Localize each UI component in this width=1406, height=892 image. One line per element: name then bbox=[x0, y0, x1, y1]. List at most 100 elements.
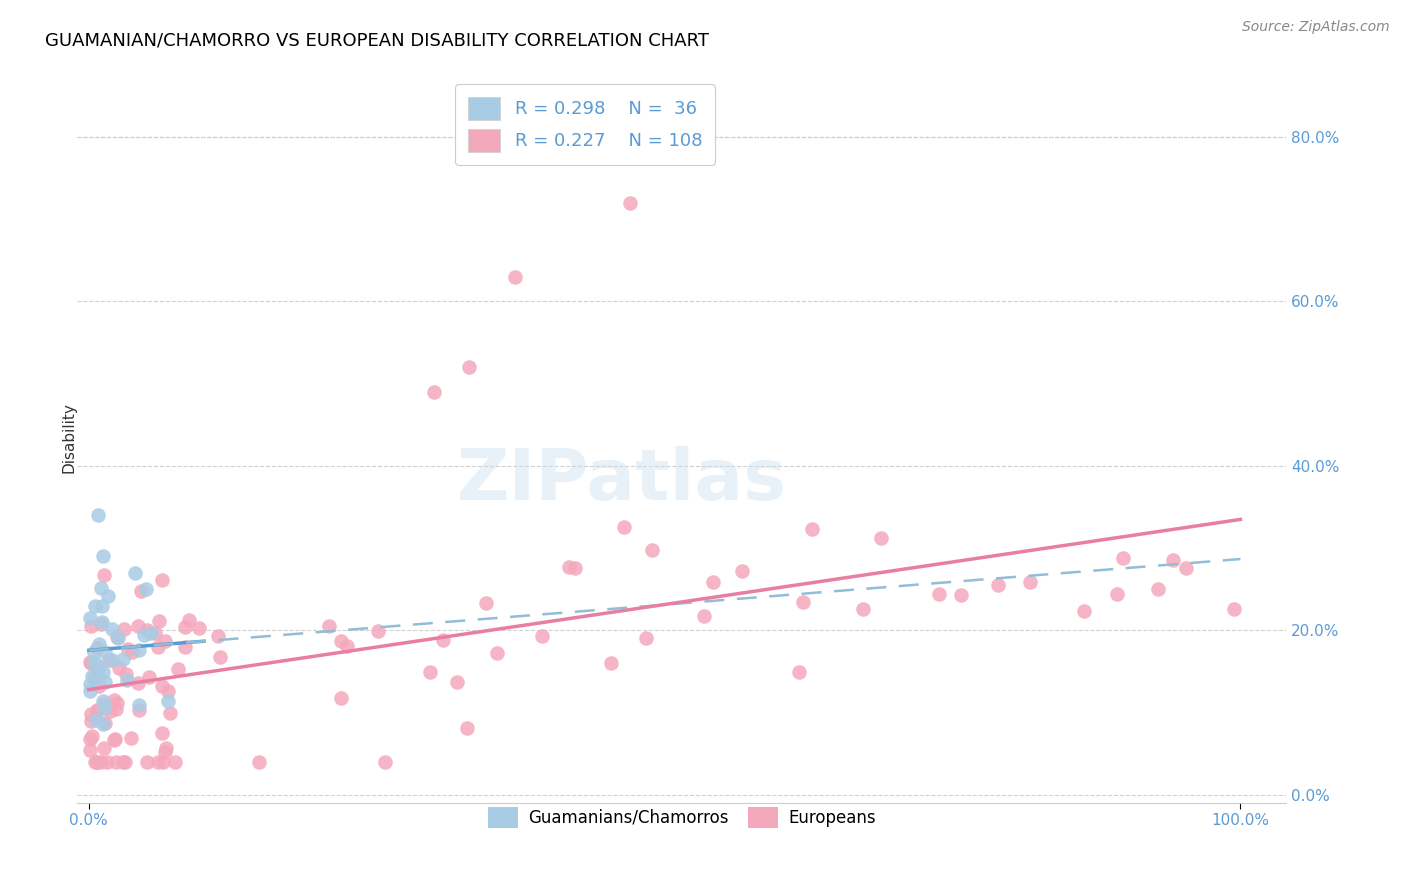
Point bbox=[90, 617, 112, 632]
Point bbox=[94, 675, 117, 690]
Point bbox=[91, 599, 114, 613]
Point bbox=[423, 384, 446, 399]
Point bbox=[80, 669, 103, 683]
Point bbox=[105, 697, 128, 711]
Point bbox=[374, 755, 396, 769]
Point bbox=[150, 573, 173, 587]
Point bbox=[163, 755, 186, 769]
Point bbox=[86, 755, 108, 769]
Point bbox=[84, 671, 107, 685]
Point bbox=[107, 632, 129, 646]
Point bbox=[801, 522, 824, 536]
Point bbox=[111, 651, 134, 665]
Point bbox=[82, 729, 104, 743]
Point bbox=[1107, 587, 1129, 601]
Point bbox=[150, 679, 173, 693]
Point bbox=[80, 657, 103, 671]
Point bbox=[138, 670, 160, 684]
Point bbox=[134, 627, 156, 641]
Point bbox=[124, 566, 146, 580]
Point bbox=[79, 714, 101, 729]
Point bbox=[98, 704, 121, 718]
Point bbox=[693, 608, 716, 623]
Point bbox=[730, 564, 752, 578]
Point bbox=[1018, 575, 1040, 590]
Point bbox=[128, 698, 150, 713]
Text: Source: ZipAtlas.com: Source: ZipAtlas.com bbox=[1241, 20, 1389, 34]
Point bbox=[558, 559, 581, 574]
Point bbox=[503, 269, 526, 284]
Point bbox=[117, 641, 139, 656]
Point bbox=[83, 655, 105, 669]
Point bbox=[128, 643, 150, 657]
Point bbox=[247, 755, 270, 769]
Point bbox=[330, 633, 353, 648]
Point bbox=[115, 673, 138, 688]
Point bbox=[90, 615, 112, 630]
Point bbox=[86, 641, 108, 656]
Point bbox=[94, 645, 117, 659]
Point bbox=[91, 693, 114, 707]
Point bbox=[87, 659, 110, 673]
Point bbox=[105, 701, 128, 715]
Point bbox=[128, 703, 150, 717]
Point bbox=[93, 700, 115, 714]
Point bbox=[1222, 601, 1244, 615]
Point bbox=[90, 755, 112, 769]
Point bbox=[634, 631, 657, 645]
Point bbox=[111, 755, 134, 769]
Point bbox=[207, 629, 229, 643]
Point bbox=[121, 645, 143, 659]
Point bbox=[475, 595, 498, 609]
Point bbox=[79, 684, 101, 698]
Point bbox=[129, 583, 152, 598]
Point bbox=[91, 549, 114, 564]
Point bbox=[87, 508, 110, 523]
Point bbox=[104, 755, 127, 769]
Point bbox=[188, 621, 211, 635]
Point bbox=[148, 640, 170, 654]
Point bbox=[84, 755, 107, 769]
Point bbox=[79, 677, 101, 691]
Point bbox=[107, 661, 129, 675]
Point bbox=[103, 693, 125, 707]
Point bbox=[127, 676, 149, 690]
Point bbox=[79, 731, 101, 746]
Point bbox=[114, 667, 136, 681]
Point bbox=[96, 755, 118, 769]
Point bbox=[156, 694, 179, 708]
Point bbox=[852, 602, 875, 616]
Point bbox=[103, 732, 125, 747]
Point bbox=[135, 582, 157, 596]
Point bbox=[87, 679, 110, 693]
Point bbox=[869, 531, 891, 545]
Point bbox=[91, 665, 114, 679]
Point bbox=[107, 630, 129, 644]
Point bbox=[987, 578, 1010, 592]
Point bbox=[84, 599, 107, 614]
Point bbox=[702, 574, 724, 589]
Point bbox=[79, 611, 101, 625]
Point bbox=[950, 588, 973, 602]
Point bbox=[83, 645, 105, 659]
Point bbox=[485, 646, 508, 660]
Point bbox=[87, 637, 110, 651]
Point bbox=[640, 543, 662, 558]
Point bbox=[792, 595, 814, 609]
Point bbox=[120, 731, 142, 745]
Point bbox=[600, 656, 623, 670]
Point bbox=[152, 755, 174, 769]
Point bbox=[336, 640, 359, 654]
Point bbox=[1161, 552, 1184, 566]
Point bbox=[98, 653, 121, 667]
Point bbox=[93, 740, 115, 755]
Point bbox=[153, 745, 176, 759]
Point bbox=[80, 619, 103, 633]
Legend: Guamanians/Chamorros, Europeans: Guamanians/Chamorros, Europeans bbox=[481, 800, 883, 835]
Point bbox=[83, 670, 105, 684]
Point bbox=[179, 613, 201, 627]
Point bbox=[84, 714, 107, 728]
Point bbox=[564, 560, 586, 574]
Point bbox=[419, 665, 441, 679]
Point bbox=[146, 755, 169, 769]
